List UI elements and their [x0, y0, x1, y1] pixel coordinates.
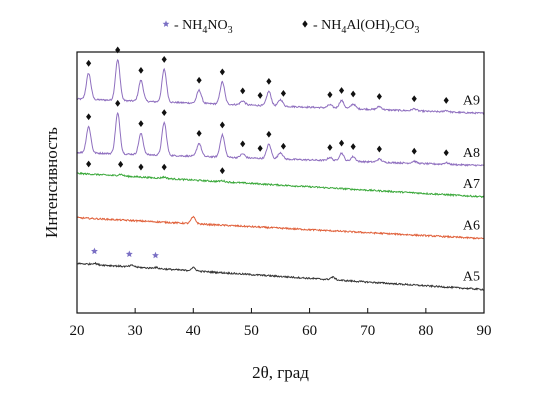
diamond-marker: [219, 167, 225, 175]
x-tick-label: 40: [186, 323, 201, 339]
diamond-marker: [443, 149, 449, 157]
diamond-marker: [115, 99, 121, 107]
diamond-marker: [411, 95, 417, 103]
diamond-marker: [219, 121, 225, 129]
x-ticks: 20 30 40 50 60 70 80 90: [70, 308, 492, 339]
x-tick-label: 90: [477, 323, 492, 339]
diamond-marker: [219, 68, 225, 76]
series-line-a8: [76, 111, 485, 167]
legend-entry-nh4no3: - NH4NO3: [162, 18, 233, 36]
plot-frame: [76, 51, 485, 314]
diamond-marker: [86, 59, 92, 67]
x-tick-label: 60: [302, 323, 317, 339]
x-axis-title: 2θ, град: [252, 363, 309, 382]
diamond-marker: [257, 92, 263, 99]
star-marker: [152, 251, 159, 259]
diamond-marker: [161, 163, 167, 171]
y-axis-title: Интенсивность: [42, 127, 61, 238]
series-markers: [86, 46, 449, 259]
diamond-marker: [280, 90, 286, 97]
star-marker: [125, 250, 133, 257]
x-tick-label: 20: [70, 323, 85, 339]
legend-star-icon: [162, 20, 170, 27]
diamond-marker: [257, 144, 263, 152]
series-label-a7: A7: [463, 177, 480, 192]
diamond-marker: [138, 163, 144, 171]
x-tick-label: 30: [128, 323, 143, 339]
series-label-a5: A5: [463, 269, 480, 284]
diamond-marker: [138, 66, 144, 74]
legend: - NH4NO3 - NH4Al(OH)2CO3: [162, 18, 419, 36]
series-labels: A9 A8 A7 A6 A5: [463, 94, 480, 285]
legend-text: - NH4Al(OH)2CO3: [313, 18, 419, 36]
series-line-a6: [76, 215, 485, 240]
x-tick-label: 80: [418, 323, 433, 339]
diamond-marker: [350, 143, 356, 151]
diamond-marker: [118, 160, 124, 168]
diamond-marker: [339, 139, 345, 147]
diamond-marker: [411, 147, 417, 155]
diamond-marker: [161, 56, 167, 63]
series-label-a8: A8: [463, 146, 480, 161]
diamond-marker: [350, 90, 356, 98]
diamond-marker: [196, 129, 202, 137]
diamond-marker: [327, 91, 333, 99]
series-line-a9: [76, 58, 485, 115]
diamond-marker: [240, 87, 246, 95]
diamond-marker: [443, 97, 449, 104]
diamond-marker: [86, 160, 92, 168]
diamond-marker: [266, 77, 272, 85]
diamond-marker: [376, 93, 382, 100]
diamond-marker: [138, 120, 144, 128]
diamond-marker: [376, 145, 382, 153]
legend-entry-nh4aloh2co3: - NH4Al(OH)2CO3: [302, 18, 419, 36]
diamond-marker: [86, 113, 92, 121]
x-tick-label: 70: [360, 323, 375, 339]
series-line-a7: [76, 171, 485, 199]
legend-diamond-icon: [302, 20, 308, 28]
star-marker: [91, 247, 98, 255]
diamond-marker: [327, 144, 333, 151]
diamond-marker: [266, 130, 272, 138]
series-line-a5: [76, 261, 485, 291]
x-tick-label: 50: [244, 323, 259, 339]
diamond-marker: [196, 76, 202, 84]
diamond-marker: [280, 142, 286, 150]
plot-area: A9 A8 A7 A6 A5 20 30 40 50 60 70 80 90: [70, 46, 492, 339]
series-lines: [76, 58, 485, 291]
diamond-marker: [240, 140, 246, 148]
series-label-a9: A9: [463, 94, 480, 109]
diamond-marker: [339, 87, 345, 94]
legend-text: - NH4NO3: [174, 18, 233, 36]
diamond-marker: [161, 109, 167, 117]
series-label-a6: A6: [463, 219, 480, 234]
